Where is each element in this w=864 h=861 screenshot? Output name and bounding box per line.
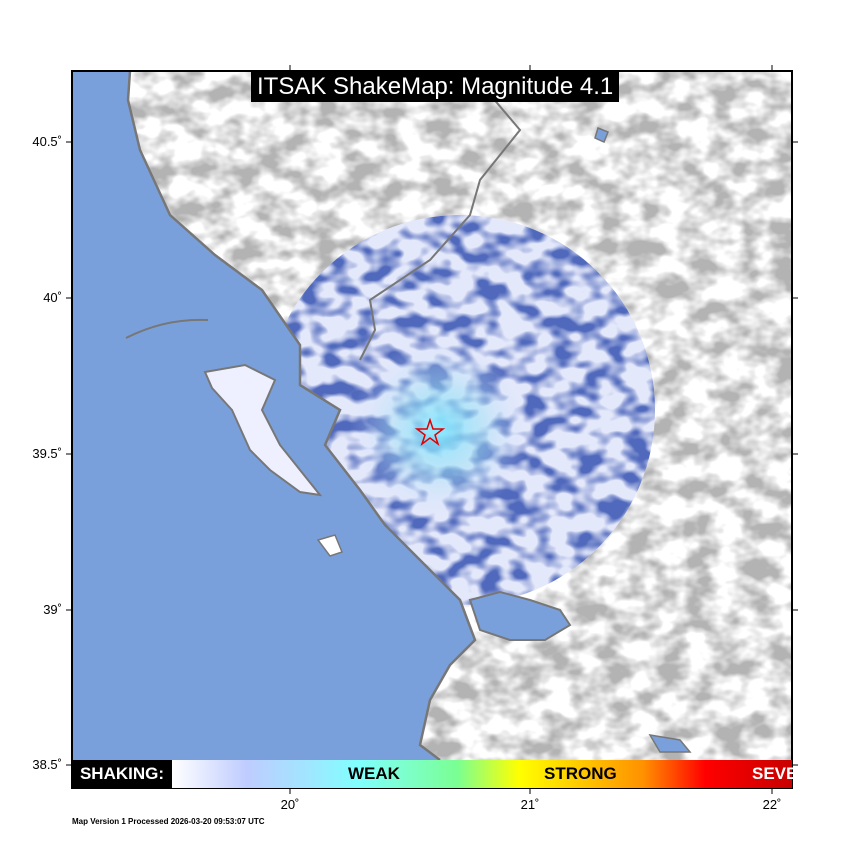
lat-label: 40.5˚ [32, 134, 62, 149]
lon-label: 22˚ [762, 797, 782, 812]
lat-label: 38.5˚ [32, 757, 62, 772]
legend-weak: WEAK [348, 764, 400, 783]
legend-color-bar: WEAK STRONG SEVERE [172, 760, 821, 788]
lat-label: 40˚ [43, 290, 62, 305]
lat-label: 39.5˚ [32, 446, 62, 461]
axis-ticks [66, 65, 798, 794]
island [316, 534, 343, 557]
lat-label: 39˚ [43, 602, 62, 617]
corfu-island [203, 363, 323, 497]
border-line [359, 71, 522, 361]
legend-label: SHAKING: [72, 760, 172, 788]
gulf [468, 590, 572, 641]
map-title: ITSAK ShakeMap: Magnitude 4.1 [251, 72, 620, 102]
border-line [125, 318, 209, 339]
epicenter-star-icon [414, 417, 446, 447]
coastline [126, 71, 477, 760]
processing-footer: Map Version 1 Processed 2026-03-20 09:53… [72, 817, 265, 826]
map-frame [71, 70, 793, 789]
lon-label: 20˚ [280, 797, 300, 812]
legend-severe: SEVERE [752, 764, 821, 783]
lake [594, 126, 609, 144]
shaking-legend: SHAKING: WEAK STRONG SEVERE [72, 760, 821, 788]
lake [648, 733, 692, 753]
lon-label: 21˚ [520, 797, 540, 812]
legend-strong: STRONG [544, 764, 617, 783]
